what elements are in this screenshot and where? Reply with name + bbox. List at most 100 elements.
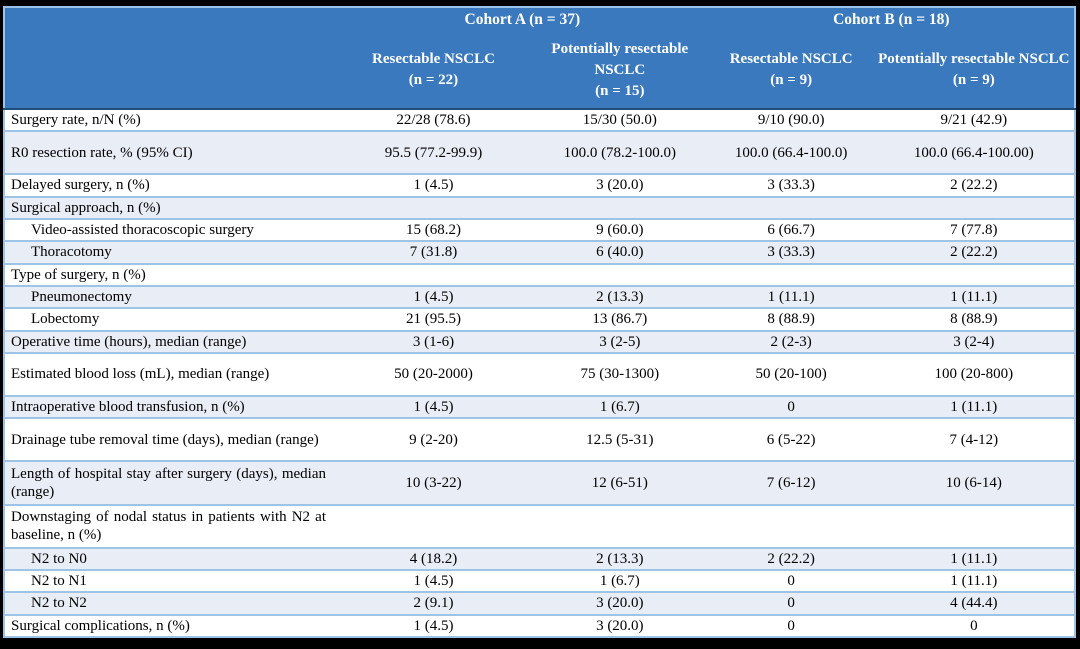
- cell-resectable-a: [336, 196, 531, 221]
- cell-resectable-b: 8 (88.9): [708, 308, 874, 332]
- cell-potentially-resectable-a: 12.5 (5-31): [530, 418, 709, 463]
- cell-potentially-resectable-b: 1 (11.1): [873, 547, 1075, 571]
- cell-resectable-b: 3 (33.3): [708, 241, 874, 265]
- cell-potentially-resectable-a: 3 (20.0): [530, 174, 709, 198]
- table-row: N2 to N1 1 (4.5) 1 (6.7) 0 1 (11.1): [4, 569, 1075, 594]
- row-label: Drainage tube removal time (days), media…: [4, 418, 336, 463]
- column-header-resectable-b: Resectable NSCLC (n = 9): [708, 32, 874, 110]
- cell-resectable-b: [708, 504, 874, 549]
- table-row: Surgical complications, n (%) 1 (4.5) 3 …: [4, 614, 1075, 639]
- row-label: Video-assisted thoracoscopic surgery: [4, 219, 336, 243]
- table-row: Thoracotomy 7 (31.8) 6 (40.0) 3 (33.3) 2…: [4, 241, 1075, 265]
- column-n: (n = 15): [595, 82, 645, 99]
- cohort-a-header: Cohort A (n = 37): [336, 7, 709, 32]
- row-label: Intraoperative blood transfusion, n (%): [4, 396, 336, 420]
- table-row: N2 to N0 4 (18.2) 2 (13.3) 2 (22.2) 1 (1…: [4, 547, 1075, 571]
- cell-potentially-resectable-b: 9/21 (42.9): [873, 109, 1075, 133]
- cell-resectable-a: 95.5 (77.2-99.9): [336, 131, 531, 176]
- table-row: Drainage tube removal time (days), media…: [4, 418, 1075, 463]
- cell-resectable-a: 7 (31.8): [336, 241, 531, 265]
- cell-resectable-b: 0: [708, 396, 874, 420]
- cell-potentially-resectable-b: 1 (11.1): [873, 286, 1075, 310]
- table-row: Downstaging of nodal status in patients …: [4, 504, 1075, 549]
- cell-potentially-resectable-b: 1 (11.1): [873, 396, 1075, 420]
- cell-resectable-a: 1 (4.5): [336, 174, 531, 198]
- cell-resectable-b: 2 (2-3): [708, 330, 874, 355]
- cohort-header-row: Cohort A (n = 37) Cohort B (n = 18): [4, 7, 1075, 32]
- cell-potentially-resectable-b: 0: [873, 614, 1075, 639]
- cell-potentially-resectable-a: 12 (6-51): [530, 461, 709, 506]
- cell-potentially-resectable-a: 1 (6.7): [530, 396, 709, 420]
- table-row: Lobectomy 21 (95.5) 13 (86.7) 8 (88.9) 8…: [4, 308, 1075, 332]
- row-label: Downstaging of nodal status in patients …: [4, 504, 336, 549]
- row-label: N2 to N0: [4, 547, 336, 571]
- cell-resectable-b: 0: [708, 614, 874, 639]
- corner-cell-sub: [4, 32, 336, 110]
- row-label: Surgery rate, n/N (%): [4, 109, 336, 133]
- table-row: Video-assisted thoracoscopic surgery 15 …: [4, 219, 1075, 243]
- cell-resectable-a: 1 (4.5): [336, 286, 531, 310]
- column-title: Potentially resectable NSCLC: [551, 40, 689, 78]
- cell-resectable-b: 6 (66.7): [708, 219, 874, 243]
- table-row: R0 resection rate, % (95% CI) 95.5 (77.2…: [4, 131, 1075, 176]
- cell-potentially-resectable-b: 10 (6-14): [873, 461, 1075, 506]
- cell-potentially-resectable-a: 9 (60.0): [530, 219, 709, 243]
- cell-potentially-resectable-b: 1 (11.1): [873, 569, 1075, 594]
- row-label: Type of surgery, n (%): [4, 263, 336, 288]
- row-label: R0 resection rate, % (95% CI): [4, 131, 336, 176]
- cell-resectable-a: 15 (68.2): [336, 219, 531, 243]
- cell-potentially-resectable-b: 7 (4-12): [873, 418, 1075, 463]
- column-header-row: Resectable NSCLC (n = 22) Potentially re…: [4, 32, 1075, 110]
- cell-resectable-b: 50 (20-100): [708, 353, 874, 398]
- cell-potentially-resectable-a: 15/30 (50.0): [530, 109, 709, 133]
- cell-potentially-resectable-b: [873, 504, 1075, 549]
- corner-cell: [4, 7, 336, 32]
- table-header: Cohort A (n = 37) Cohort B (n = 18) Rese…: [4, 7, 1075, 110]
- column-header-potentially-resectable-a: Potentially resectable NSCLC (n = 15): [530, 32, 709, 110]
- cell-resectable-b: 2 (22.2): [708, 547, 874, 571]
- cell-potentially-resectable-b: 8 (88.9): [873, 308, 1075, 332]
- cell-resectable-b: [708, 196, 874, 221]
- cell-potentially-resectable-a: 3 (20.0): [530, 614, 709, 639]
- column-n: (n = 9): [952, 72, 995, 88]
- cell-potentially-resectable-a: [530, 196, 709, 221]
- cell-potentially-resectable-a: 13 (86.7): [530, 308, 709, 332]
- table-body: Surgery rate, n/N (%) 22/28 (78.6) 15/30…: [4, 109, 1075, 639]
- cell-resectable-a: 50 (20-2000): [336, 353, 531, 398]
- cell-resectable-a: [336, 504, 531, 549]
- table-row: Pneumonectomy 1 (4.5) 2 (13.3) 1 (11.1) …: [4, 286, 1075, 310]
- cell-resectable-a: 3 (1-6): [336, 330, 531, 355]
- cell-resectable-a: 4 (18.2): [336, 547, 531, 571]
- cell-resectable-b: 0: [708, 569, 874, 594]
- cell-resectable-a: 10 (3-22): [336, 461, 531, 506]
- cell-resectable-b: 7 (6-12): [708, 461, 874, 506]
- cell-potentially-resectable-a: 100.0 (78.2-100.0): [530, 131, 709, 176]
- cell-resectable-a: 1 (4.5): [336, 614, 531, 639]
- table-row: Length of hospital stay after surgery (d…: [4, 461, 1075, 506]
- table-row: Delayed surgery, n (%) 1 (4.5) 3 (20.0) …: [4, 174, 1075, 198]
- row-label: Estimated blood loss (mL), median (range…: [4, 353, 336, 398]
- cell-potentially-resectable-a: 2 (13.3): [530, 547, 709, 571]
- column-title: Potentially resectable NSCLC: [878, 51, 1070, 67]
- cell-resectable-b: 9/10 (90.0): [708, 109, 874, 133]
- row-label: Thoracotomy: [4, 241, 336, 265]
- cell-potentially-resectable-b: [873, 263, 1075, 288]
- row-label: Pneumonectomy: [4, 286, 336, 310]
- row-label: N2 to N2: [4, 592, 336, 616]
- row-label: Lobectomy: [4, 308, 336, 332]
- cell-potentially-resectable-b: 4 (44.4): [873, 592, 1075, 616]
- cell-resectable-a: 1 (4.5): [336, 569, 531, 594]
- cell-potentially-resectable-b: 100.0 (66.4-100.00): [873, 131, 1075, 176]
- cell-resectable-a: 9 (2-20): [336, 418, 531, 463]
- cell-potentially-resectable-b: 3 (2-4): [873, 330, 1075, 355]
- cell-resectable-a: 21 (95.5): [336, 308, 531, 332]
- cell-resectable-a: 1 (4.5): [336, 396, 531, 420]
- cohort-b-header: Cohort B (n = 18): [708, 7, 1075, 32]
- row-label: Surgical approach, n (%): [4, 196, 336, 221]
- cell-resectable-a: [336, 263, 531, 288]
- column-header-potentially-resectable-b: Potentially resectable NSCLC (n = 9): [873, 32, 1075, 110]
- cell-resectable-b: 1 (11.1): [708, 286, 874, 310]
- cell-resectable-b: 0: [708, 592, 874, 616]
- cell-resectable-b: 3 (33.3): [708, 174, 874, 198]
